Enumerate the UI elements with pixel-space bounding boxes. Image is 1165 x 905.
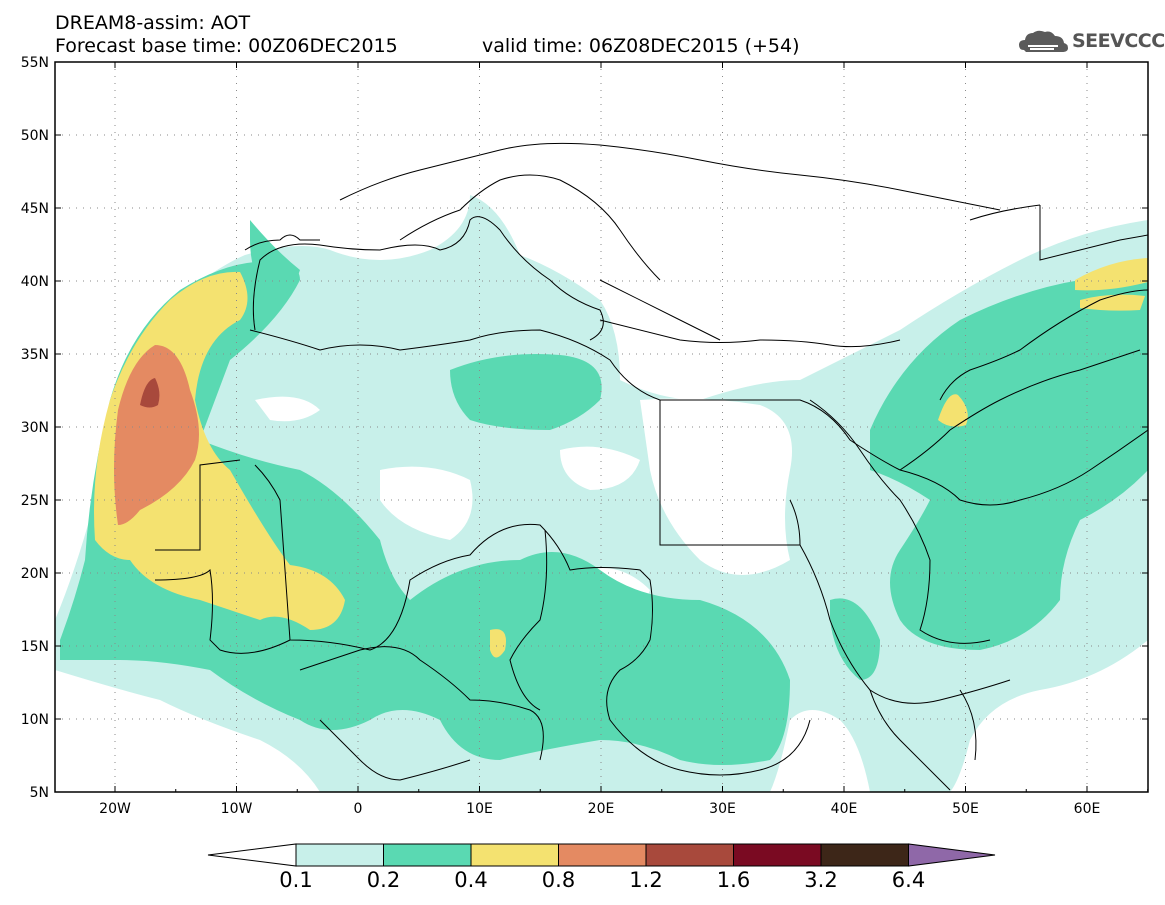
lon-label: 10W bbox=[221, 801, 253, 817]
forecast-base-time: Forecast base time: 00Z06DEC2015 bbox=[55, 35, 398, 57]
colorbar-label: 0.2 bbox=[367, 868, 400, 892]
lon-label: 60E bbox=[1074, 801, 1101, 817]
colorbar-label: 6.4 bbox=[892, 868, 925, 892]
axis-ticks bbox=[55, 61, 1149, 793]
colorbar-segment bbox=[733, 843, 822, 867]
colorbar-label: 0.8 bbox=[542, 868, 575, 892]
lon-label: 0 bbox=[354, 801, 363, 817]
lat-label: 10N bbox=[21, 712, 49, 728]
colorbar-segment bbox=[820, 843, 909, 867]
colorbar-label: 0.4 bbox=[454, 868, 487, 892]
aot-level-1.2 bbox=[140, 378, 160, 408]
lat-label: 55N bbox=[21, 55, 49, 71]
lat-label: 15N bbox=[21, 639, 49, 655]
colorbar-low-arrow bbox=[207, 843, 297, 867]
longitude-labels: 20W 10W 0 10E 20E 30E 40E 50E 60E bbox=[99, 801, 1100, 817]
logo-text: SEEVCCC bbox=[1072, 30, 1165, 52]
colorbar-segment bbox=[470, 843, 559, 867]
lat-label: 45N bbox=[21, 201, 49, 217]
colorbar: 0.1 0.2 0.4 0.8 1.2 1.6 3.2 6.4 bbox=[207, 843, 996, 892]
lat-label: 30N bbox=[21, 420, 49, 436]
valid-time: valid time: 06Z08DEC2015 (+54) bbox=[482, 35, 800, 57]
graticule bbox=[55, 62, 1148, 792]
aot-level-0.8 bbox=[114, 345, 199, 525]
lon-label: 20W bbox=[99, 801, 131, 817]
colorbar-label: 1.6 bbox=[717, 868, 750, 892]
aot-level-0.2 bbox=[60, 261, 790, 765]
lat-label: 20N bbox=[21, 566, 49, 582]
lat-label: 5N bbox=[30, 785, 49, 801]
colorbar-label: 3.2 bbox=[804, 868, 837, 892]
colorbar-segment bbox=[645, 843, 734, 867]
lon-label: 20E bbox=[588, 801, 615, 817]
colorbar-segment bbox=[558, 843, 647, 867]
colorbar-label: 1.2 bbox=[629, 868, 662, 892]
map-title: DREAM8-assim: AOT bbox=[55, 12, 251, 34]
cloud-logo-icon bbox=[1019, 30, 1068, 52]
lat-label: 25N bbox=[21, 493, 49, 509]
colorbar-segment bbox=[383, 843, 472, 867]
country-borders bbox=[154, 142, 1148, 791]
lat-label: 50N bbox=[21, 128, 49, 144]
lon-label: 30E bbox=[709, 801, 736, 817]
colorbar-segment bbox=[295, 843, 384, 867]
lon-label: 50E bbox=[952, 801, 979, 817]
lat-label: 35N bbox=[21, 347, 49, 363]
lat-label: 40N bbox=[21, 274, 49, 290]
lon-label: 10E bbox=[466, 801, 493, 817]
latitude-labels: 55N 50N 45N 40N 35N 30N 25N 20N 15N 10N 5N bbox=[21, 55, 49, 801]
lon-label: 40E bbox=[831, 801, 858, 817]
colorbar-high-arrow bbox=[908, 843, 996, 867]
colorbar-label: 0.1 bbox=[279, 868, 312, 892]
